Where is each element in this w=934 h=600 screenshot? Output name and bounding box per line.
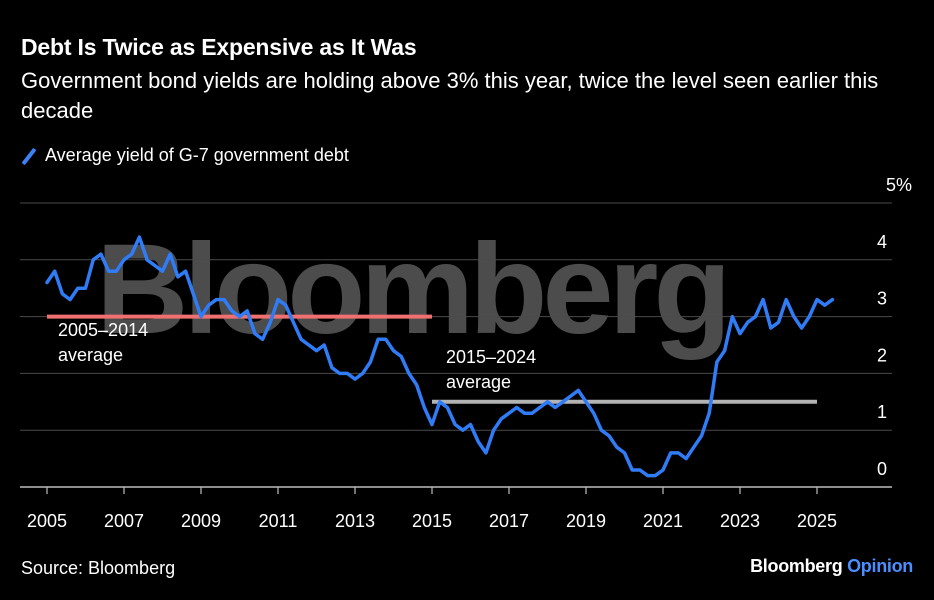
x-tick-label: 2015 <box>412 511 452 531</box>
watermark-text: Bloomberg <box>96 218 727 361</box>
chart-title: Debt Is Twice as Expensive as It Was <box>21 34 417 60</box>
y-tick-label: 2 <box>877 345 887 365</box>
average-label-text: average <box>446 372 511 392</box>
legend: Average yield of G-7 government debt <box>21 145 349 166</box>
x-tick-label: 2011 <box>259 511 298 531</box>
x-tick-label: 2021 <box>643 511 683 531</box>
brand-accent: Opinion <box>847 556 913 576</box>
chart-subtitle: Government bond yields are holding above… <box>21 68 879 123</box>
x-tick-label: 2013 <box>335 511 375 531</box>
x-tick-label: 2025 <box>797 511 837 531</box>
legend-label: Average yield of G-7 government debt <box>45 145 349 165</box>
source-note: Source: Bloomberg <box>21 558 176 578</box>
y-tick-label: 3 <box>877 289 887 309</box>
x-tick-label: 2007 <box>104 511 144 531</box>
x-tick-label: 2005 <box>27 511 67 531</box>
y-tick-label: 5% <box>886 175 912 195</box>
brand-logo: Bloomberg Opinion <box>750 556 913 577</box>
y-tick-label: 4 <box>877 232 887 252</box>
x-tick-label: 2009 <box>181 511 221 531</box>
x-tick-label: 2017 <box>489 511 529 531</box>
x-tick-label: 2023 <box>720 511 760 531</box>
average-label-period: 2005–2014 <box>58 320 148 340</box>
brand-main: Bloomberg <box>750 556 843 576</box>
average-label-period: 2015–2024 <box>446 347 536 367</box>
y-tick-label: 0 <box>877 459 887 479</box>
x-tick-label: 2019 <box>566 511 606 531</box>
y-tick-label: 1 <box>877 402 887 422</box>
average-label-text: average <box>58 345 123 365</box>
